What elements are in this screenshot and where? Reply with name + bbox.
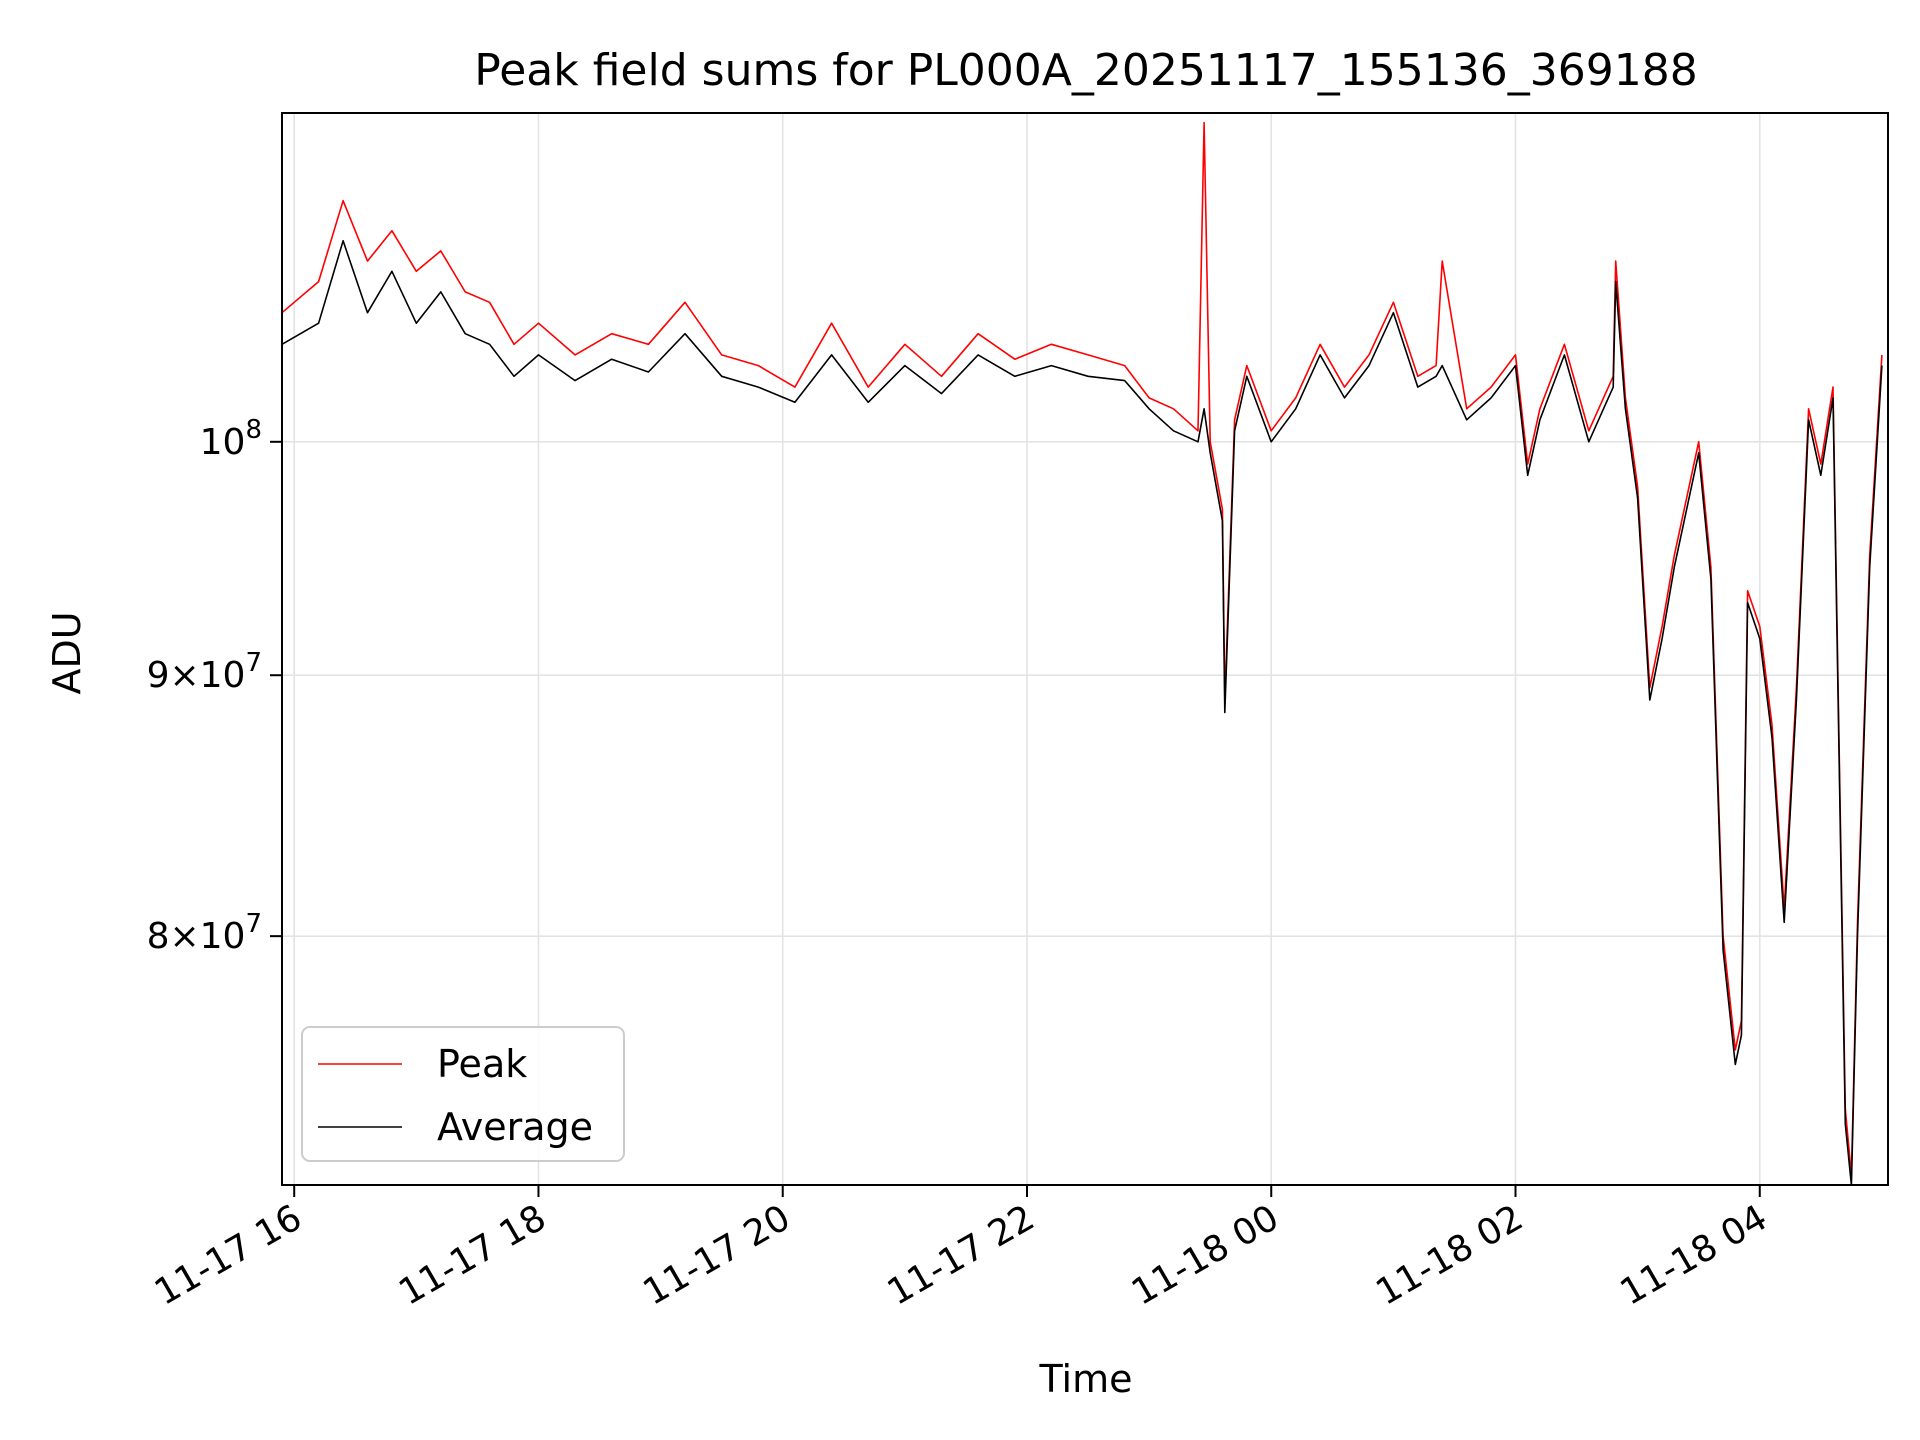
legend-average-label: Average	[437, 1105, 593, 1149]
y-tick-label: 9×107	[147, 648, 262, 696]
average-series-line	[281, 240, 1883, 1186]
legend-peak-label: Peak	[437, 1042, 527, 1086]
grid-lines	[282, 113, 1888, 1185]
y-tick-label: 8×107	[147, 909, 262, 957]
x-axis-label: Time	[1039, 1357, 1133, 1401]
plot-frame	[281, 112, 1889, 1186]
legend: Peak Average	[301, 1026, 625, 1162]
chart-title: Peak field sums for PL000A_20251117_1551…	[474, 45, 1697, 96]
y-tick-label: 108	[200, 415, 262, 463]
y-axis-label: ADU	[45, 611, 89, 694]
y-axis: 8×107 9×107 108	[147, 415, 282, 957]
plot-series	[281, 121, 1883, 1186]
